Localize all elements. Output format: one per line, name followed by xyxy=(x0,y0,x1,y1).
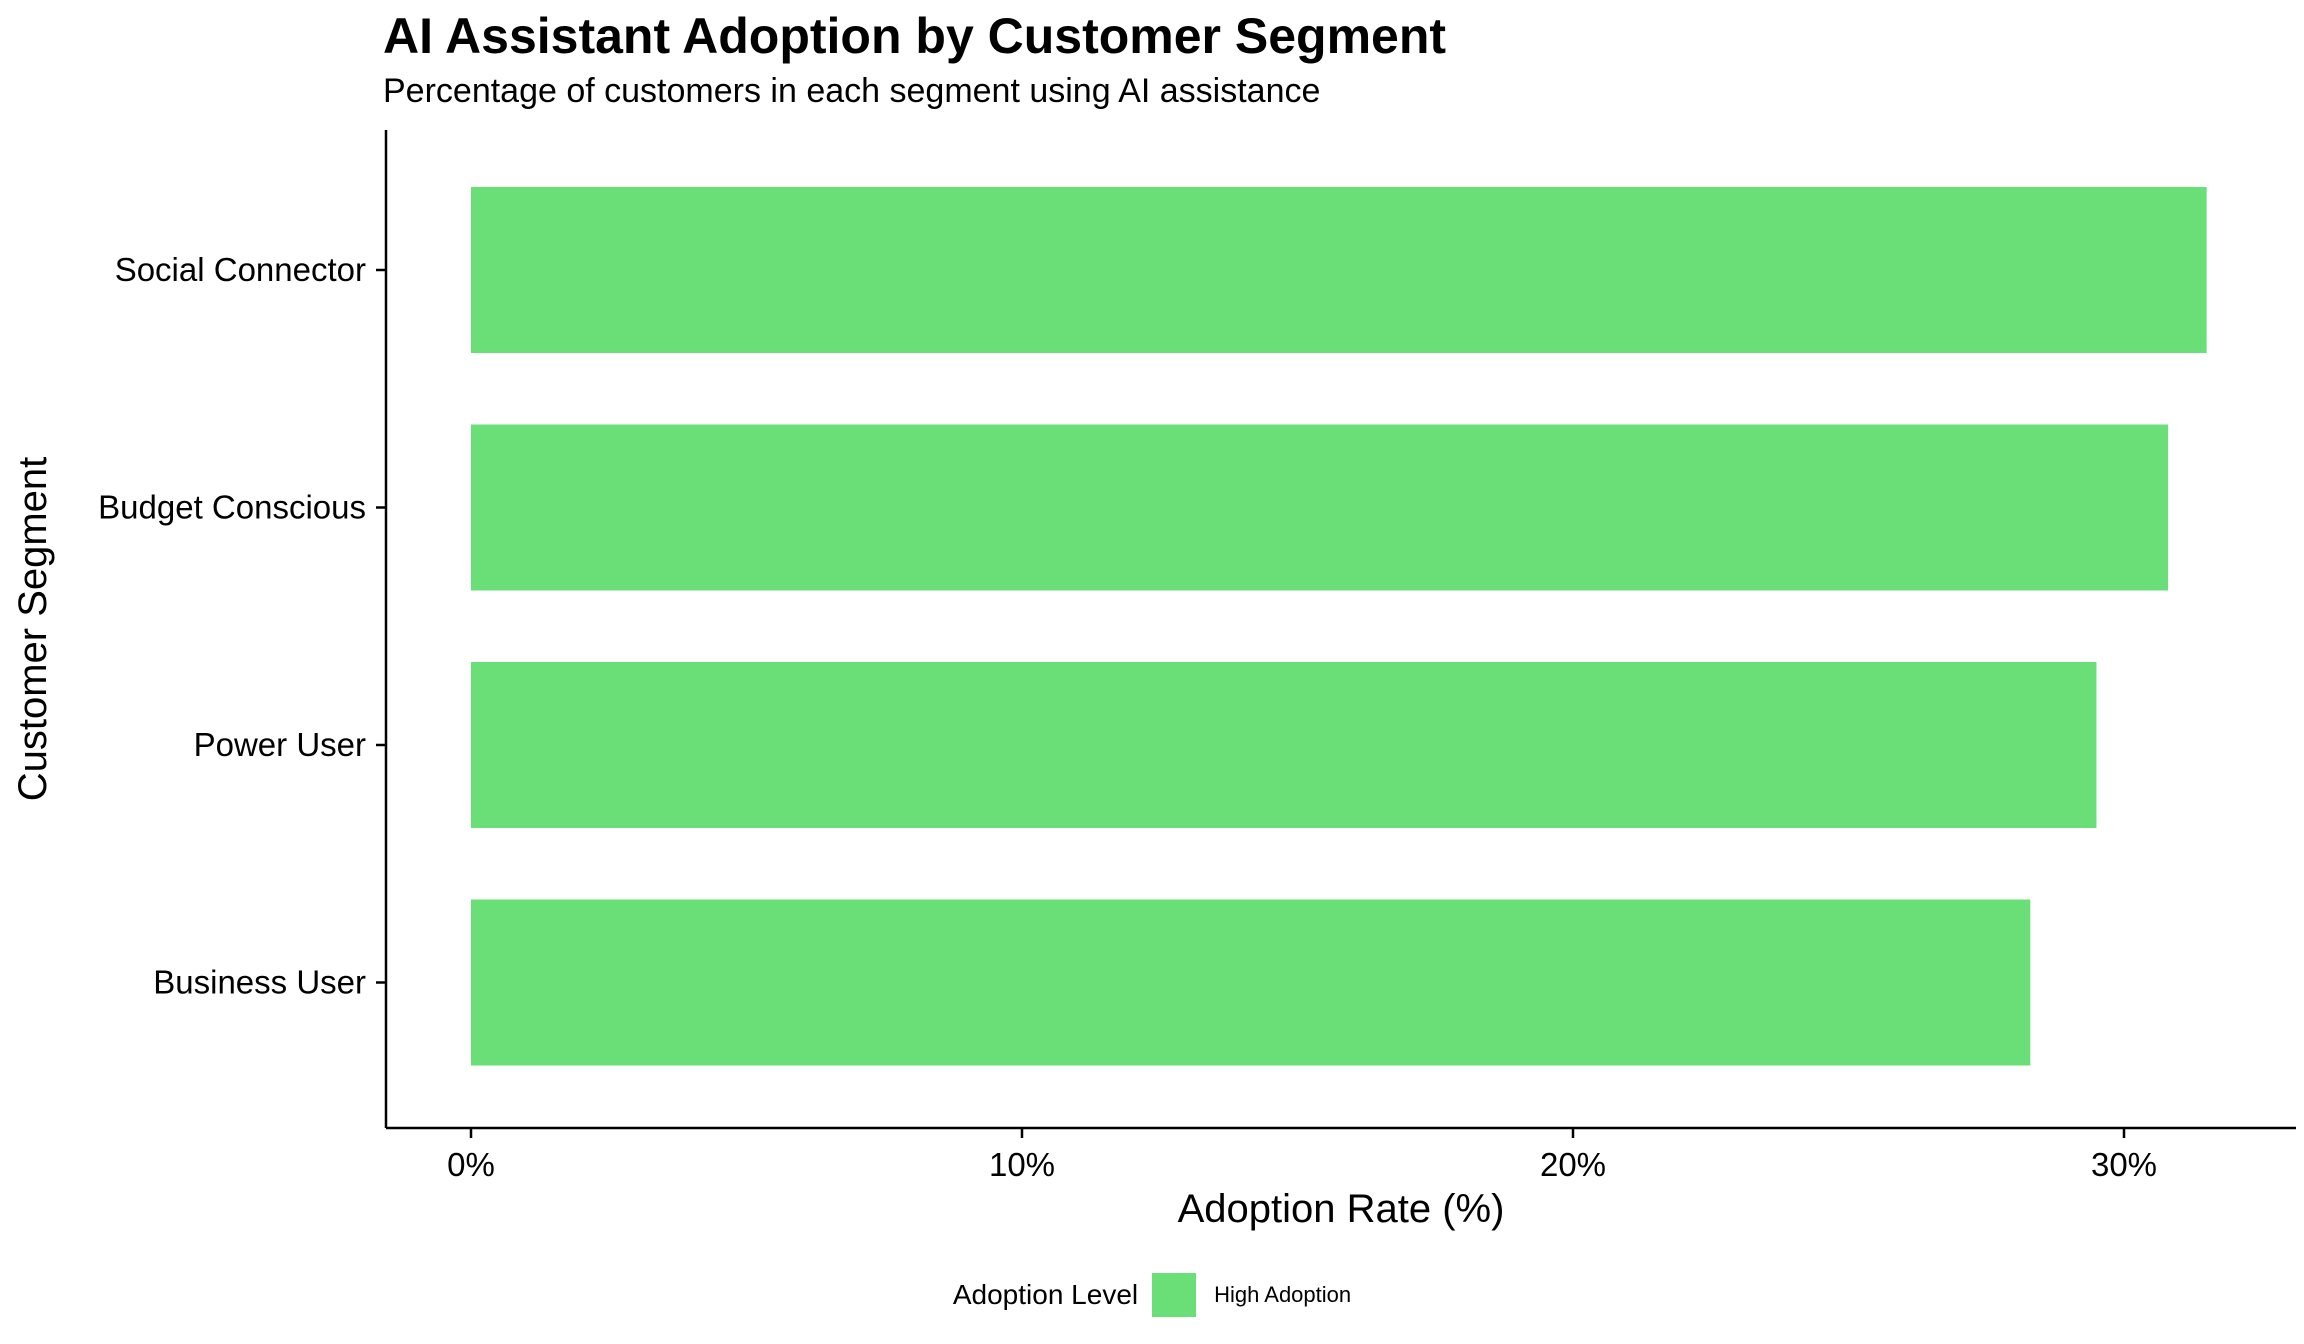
legend-label-high-adoption: High Adoption xyxy=(1214,1282,1352,1307)
bar-power-user xyxy=(471,662,2097,828)
chart-subtitle: Percentage of customers in each segment … xyxy=(383,72,1321,110)
y-tick-label-social-connector: Social Connector xyxy=(115,251,366,288)
legend-key-high-adoption xyxy=(1152,1273,1197,1317)
legend: Adoption Level High Adoption xyxy=(0,1270,2304,1320)
x-tick-label-0: 0% xyxy=(447,1146,495,1183)
bar-social-connector xyxy=(471,187,2207,353)
x-tick-label-30: 30% xyxy=(2091,1146,2157,1183)
x-tick-label-20: 20% xyxy=(1540,1146,1606,1183)
y-tick-label-budget-conscious: Budget Conscious xyxy=(98,489,366,526)
bar-budget-conscious xyxy=(471,424,2169,591)
bar-chart: Social Connector Budget Conscious Power Us… xyxy=(11,130,2296,1231)
x-axis-title: Adoption Rate (%) xyxy=(1178,1187,1505,1231)
x-tick-label-10: 10% xyxy=(989,1146,1055,1183)
y-axis-title: Customer Segment xyxy=(11,457,55,802)
y-tick-label-business-user: Business User xyxy=(153,964,366,1001)
y-tick-label-power-user: Power User xyxy=(194,726,366,763)
chart-title: AI Assistant Adoption by Customer Segmen… xyxy=(383,8,1447,64)
bar-business-user xyxy=(471,899,2031,1066)
legend-title: Adoption Level xyxy=(952,1279,1139,1310)
